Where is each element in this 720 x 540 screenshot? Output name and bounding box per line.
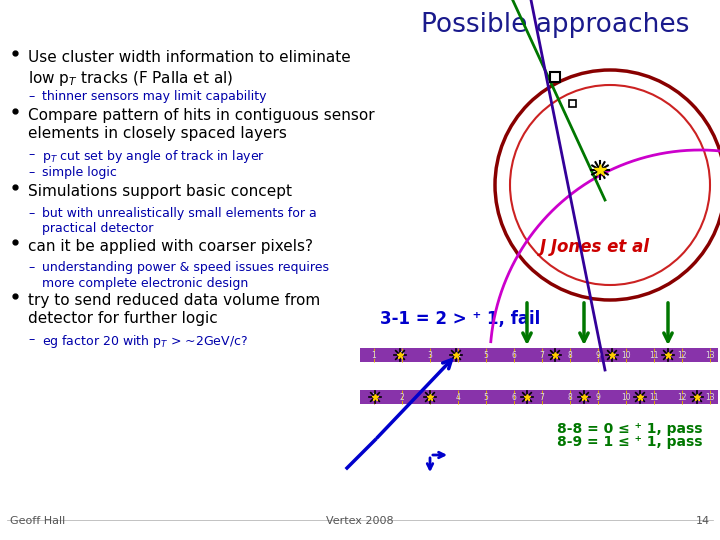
Text: eg factor 20 with p$_T$ > ~2GeV/c?: eg factor 20 with p$_T$ > ~2GeV/c? [42, 333, 248, 350]
Text: 10: 10 [621, 393, 631, 402]
Text: –: – [28, 333, 35, 347]
Text: 4: 4 [456, 350, 460, 360]
Text: 8: 8 [567, 350, 572, 360]
Text: 9: 9 [595, 393, 600, 402]
Text: simple logic: simple logic [42, 166, 117, 179]
Bar [569, 99, 575, 106]
Text: –: – [28, 90, 35, 103]
Text: 14: 14 [696, 516, 710, 526]
Text: p$_T$ cut set by angle of track in layer: p$_T$ cut set by angle of track in layer [42, 148, 265, 165]
Text: Simulations support basic concept: Simulations support basic concept [28, 184, 292, 199]
Text: can it be applied with coarser pixels?: can it be applied with coarser pixels? [28, 239, 313, 254]
Text: 12: 12 [678, 350, 687, 360]
Text: 5: 5 [484, 350, 488, 360]
Text: 9: 9 [595, 350, 600, 360]
Text: 13: 13 [705, 350, 715, 360]
Text: thinner sensors may limit capability: thinner sensors may limit capability [42, 90, 266, 103]
Text: 8-9 = 1 ≤ ⁺ 1, pass: 8-9 = 1 ≤ ⁺ 1, pass [557, 435, 703, 449]
Text: Vertex 2008: Vertex 2008 [326, 516, 394, 526]
Text: Geoff Hall: Geoff Hall [10, 516, 66, 526]
Text: 4: 4 [456, 393, 460, 402]
Text: 1: 1 [372, 393, 377, 402]
Text: 6: 6 [512, 350, 516, 360]
Text: 3: 3 [428, 393, 433, 402]
Text: 7: 7 [539, 393, 544, 402]
Text: understanding power & speed issues requires
more complete electronic design: understanding power & speed issues requi… [42, 261, 329, 290]
Text: Possible approaches: Possible approaches [420, 12, 689, 38]
Text: 5: 5 [484, 393, 488, 402]
Bar [360, 348, 718, 362]
Text: try to send reduced data volume from
detector for further logic: try to send reduced data volume from det… [28, 293, 320, 326]
Text: 13: 13 [705, 393, 715, 402]
Text: but with unrealistically small elements for a
practical detector: but with unrealistically small elements … [42, 207, 317, 235]
Text: 10: 10 [621, 350, 631, 360]
Bar [360, 390, 718, 404]
Text: 6: 6 [512, 393, 516, 402]
Text: –: – [28, 207, 35, 220]
Text: 2: 2 [400, 350, 405, 360]
Text: 11: 11 [649, 393, 659, 402]
Text: 8-8 = 0 ≤ ⁺ 1, pass: 8-8 = 0 ≤ ⁺ 1, pass [557, 422, 703, 436]
Text: 12: 12 [678, 393, 687, 402]
Text: 8: 8 [567, 393, 572, 402]
Text: Use cluster width information to eliminate
low p$_T$ tracks (F Palla et al): Use cluster width information to elimina… [28, 50, 351, 87]
Text: J Jones et al: J Jones et al [540, 238, 650, 256]
Text: 2: 2 [400, 393, 405, 402]
Text: 3: 3 [428, 350, 433, 360]
Text: 7: 7 [539, 350, 544, 360]
Text: –: – [28, 166, 35, 179]
Text: Compare pattern of hits in contiguous sensor
elements in closely spaced layers: Compare pattern of hits in contiguous se… [28, 108, 374, 141]
Text: 3-1 = 2 > ⁺ 1, fail: 3-1 = 2 > ⁺ 1, fail [380, 310, 540, 328]
Text: 1: 1 [372, 350, 377, 360]
Text: –: – [28, 261, 35, 274]
Text: 11: 11 [649, 350, 659, 360]
Text: –: – [28, 148, 35, 161]
